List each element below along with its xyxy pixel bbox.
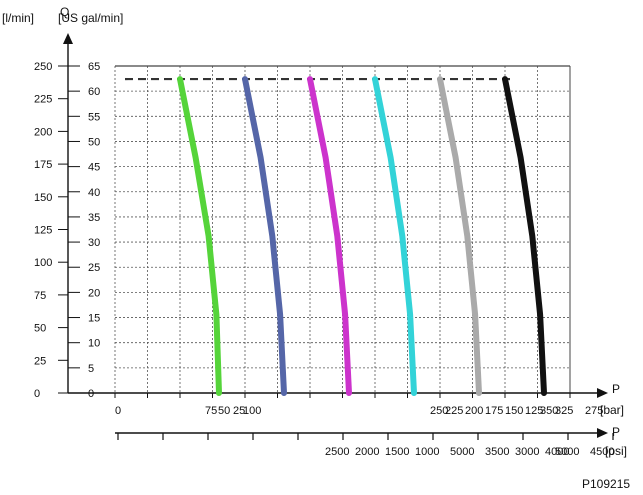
q-axis-symbol: Q [60, 5, 69, 19]
x-tick-bar: 100 [243, 405, 261, 417]
y-tick-lmin: 0 [34, 388, 40, 400]
y-tick-lmin: 125 [34, 225, 52, 237]
y-tick-lmin: 175 [34, 159, 52, 171]
y-tick-usgal: 50 [88, 136, 100, 148]
y-tick-lmin: 25 [34, 355, 46, 367]
flow-curve-5 [437, 76, 482, 396]
grid-lines [114, 65, 571, 394]
y-tick-lmin: 150 [34, 192, 52, 204]
axes [63, 33, 614, 440]
x-tick-bar: 325 [555, 405, 573, 417]
x-tick-bar: 75 [205, 405, 217, 417]
x-tick-psi: 1500 [385, 446, 409, 458]
x-tick-bar: 150 [505, 405, 523, 417]
x-axis-bar-arrow [597, 388, 608, 398]
flow-curve-3 [307, 76, 352, 396]
x-tick-psi: 4000 [545, 446, 569, 458]
x-tick-bar: 0 [115, 405, 121, 417]
x-axis-psi-arrow [597, 428, 608, 438]
x-tick-bar: 225 [445, 405, 463, 417]
y-tick-usgal: 65 [88, 61, 100, 73]
flow-curve-4 [372, 76, 417, 396]
y-axis-unit-lmin: [l/min] [2, 11, 34, 25]
x-tick-bar: 275 [585, 405, 603, 417]
x-tick-psi: 3500 [485, 446, 509, 458]
x-tick-bar: 350 [540, 405, 558, 417]
x-tick-psi: 5000 [555, 446, 579, 458]
p-axis-symbol-bar: P [612, 382, 620, 396]
flow-curve-1 [177, 76, 222, 396]
y-tick-lmin: 250 [34, 61, 52, 73]
y-tick-lmin: 225 [34, 94, 52, 106]
y-tick-usgal: 40 [88, 187, 100, 199]
y-tick-usgal: 30 [88, 237, 100, 249]
x-tick-bar: 200 [465, 405, 483, 417]
x-tick-bar: 125 [525, 405, 543, 417]
y-axis-arrow [63, 33, 73, 44]
x-tick-bar: 250 [430, 405, 448, 417]
y-tick-usgal: 5 [88, 363, 94, 375]
psi-unit-label: [psi] [605, 444, 627, 458]
y-tick-usgal: 10 [88, 338, 100, 350]
y-tick-lmin: 200 [34, 126, 52, 138]
x-tick-psi: 2500 [325, 446, 349, 458]
y-tick-usgal: 45 [88, 162, 100, 174]
x-tick-psi: 4500 [590, 446, 614, 458]
x-tick-bar: 175 [485, 405, 503, 417]
y-tick-usgal: 15 [88, 313, 100, 325]
flow-curves [125, 76, 547, 396]
x-tick-psi: 1000 [415, 446, 439, 458]
bar-unit-label: [bar] [600, 403, 624, 417]
x-tick-psi: 5000 [450, 446, 474, 458]
y-axis-unit-usgal: [US gal/min] [58, 11, 123, 25]
flow-curve-6 [502, 76, 547, 396]
y-tick-usgal: 25 [88, 262, 100, 274]
y-tick-lmin: 100 [34, 257, 52, 269]
y-tick-usgal: 35 [88, 212, 100, 224]
x-tick-psi: 3000 [515, 446, 539, 458]
y-tick-usgal: 60 [88, 86, 100, 98]
figure-id: P109215 [582, 477, 630, 491]
y-tick-labels: 0 25 50 75 100 125 150 175 200 225 250 0 5 10 15 20 25 30… [34, 61, 100, 400]
y-tick-lmin: 75 [34, 290, 46, 302]
p-axis-symbol-psi: P [612, 425, 620, 439]
y-tick-usgal: 0 [88, 388, 94, 400]
x-tick-bar: 50 [218, 405, 230, 417]
x-tick-psi: 2000 [355, 446, 379, 458]
flow-curve-2 [242, 76, 287, 396]
y-tick-usgal: 55 [88, 111, 100, 123]
y-tick-usgal: 20 [88, 287, 100, 299]
x-tick-bar: 25 [233, 405, 245, 417]
y-tick-lmin: 50 [34, 323, 46, 335]
